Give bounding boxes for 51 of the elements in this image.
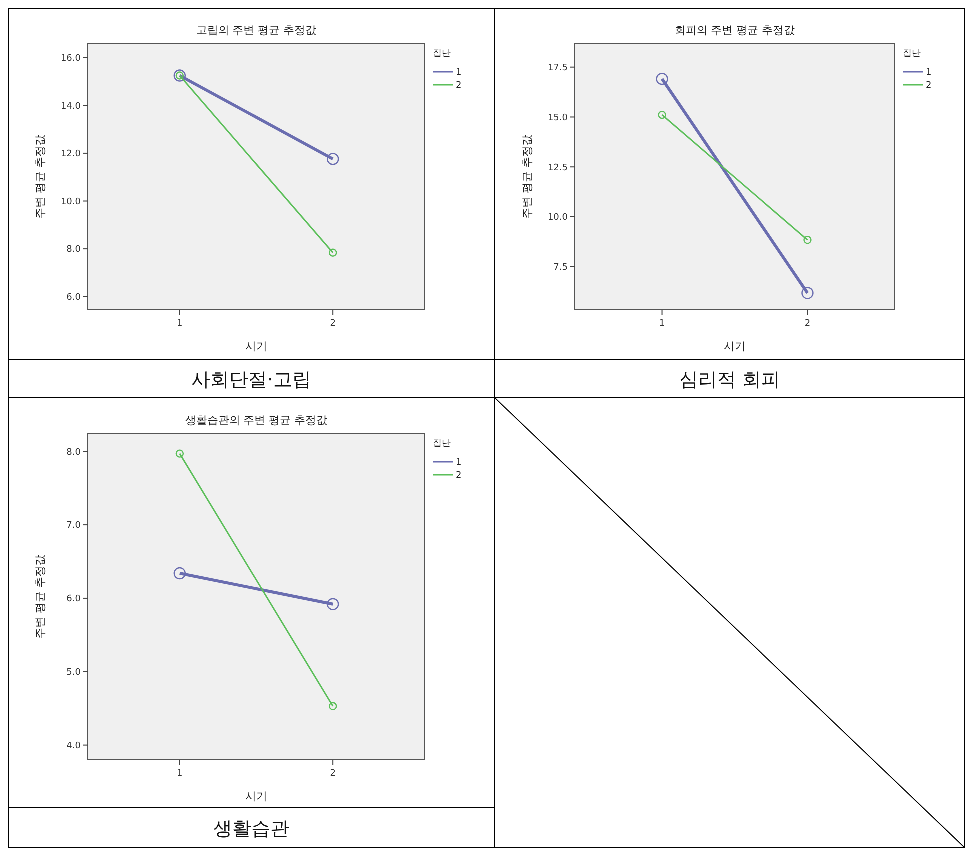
chart-title: 회피의 주변 평균 추정값 [674, 24, 796, 37]
x-axis-title: 시기 [246, 790, 268, 803]
y-tick-label: 14.0 [60, 102, 82, 112]
legend-label: 2 [456, 471, 462, 482]
point [656, 73, 668, 86]
point [328, 702, 338, 710]
y-axis-title: 주변 평균 추정값 [521, 135, 534, 219]
legend-label: 2 [456, 81, 462, 92]
y-tick-label: 4.0 [66, 741, 82, 752]
y-tick-label: 8.0 [66, 245, 82, 256]
legend-label: 1 [456, 458, 462, 468]
legend-label: 1 [926, 68, 932, 78]
y-tick-label: 5.0 [66, 668, 82, 678]
legend-label: 2 [926, 81, 932, 92]
y-tick-label: 16.0 [60, 54, 82, 64]
text: 생활습관 [214, 818, 290, 840]
point [658, 110, 666, 120]
x-tick-label: 1 [177, 319, 183, 329]
point [176, 450, 184, 458]
x-tick-label: 2 [804, 319, 811, 329]
y-tick-label: 17.5 [548, 63, 568, 74]
y-axis-title: 주변 평균 추정값 [34, 135, 47, 219]
y-tick-label: 8.0 [66, 448, 82, 458]
x-tick-label: 1 [659, 319, 666, 329]
y-tick-label: 12.0 [60, 150, 82, 160]
point [802, 287, 814, 300]
y-axis-title: 주변 평균 추정값 [34, 555, 47, 639]
text: 심리적 회피 [679, 369, 781, 391]
y-tick-label: 15.0 [548, 113, 568, 124]
point [326, 598, 340, 610]
y-tick-label: 6.0 [66, 293, 82, 304]
x-axis-title: 시기 [724, 340, 746, 353]
point [804, 236, 812, 244]
x-axis-title: 시기 [246, 340, 268, 353]
y-tick-label: 7.5 [554, 263, 568, 274]
text: 사회단절·고립 [191, 369, 312, 391]
legend-title: 집단 [903, 49, 921, 59]
legend-label: 1 [456, 68, 462, 78]
legend-title: 집단 [433, 49, 451, 59]
y-tick-label: 10.0 [548, 213, 568, 224]
x-tick-label: 2 [330, 319, 336, 329]
y-tick-label: 6.0 [66, 594, 82, 605]
y-tick-label: 7.0 [66, 521, 82, 532]
y-tick-label: 10.0 [60, 197, 82, 208]
point [328, 248, 338, 257]
chart-title: 생활습관의 주변 평균 추정값 [185, 414, 328, 427]
point [326, 153, 340, 166]
chart-title: 고립의 주변 평균 추정값 [196, 24, 317, 37]
y-tick-label: 12.5 [548, 163, 568, 174]
legend-title: 집단 [433, 439, 451, 449]
point [174, 567, 186, 580]
